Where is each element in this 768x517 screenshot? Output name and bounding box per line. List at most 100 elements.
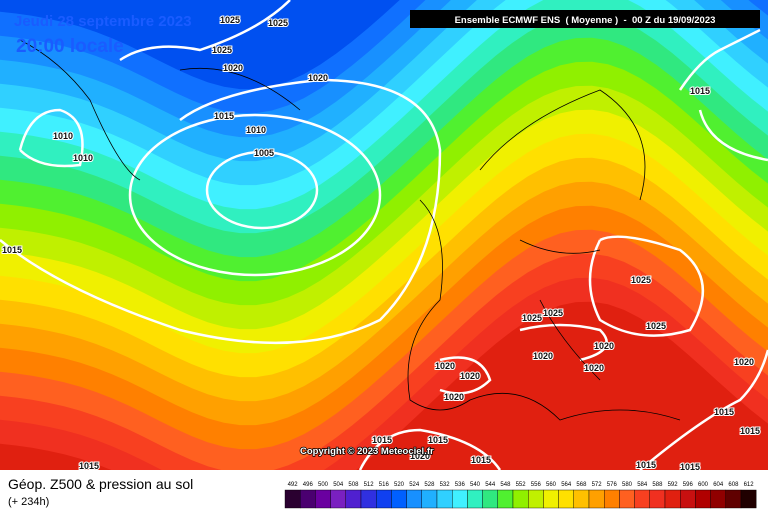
forecast-date: Jeudi 28 septembre 2023 — [14, 13, 192, 30]
scale-cell — [710, 489, 726, 509]
scale-cell — [421, 489, 438, 509]
isobar-label: 1025 — [543, 308, 563, 318]
isobar-label: 1010 — [73, 153, 93, 163]
coastlines — [19, 39, 681, 421]
scale-label: 532 — [440, 482, 451, 488]
scale-label: 560 — [546, 482, 557, 488]
scale-label: 508 — [348, 482, 359, 488]
scale-cell — [467, 489, 483, 509]
isobar-label: 1020 — [410, 451, 430, 461]
scale-label: 608 — [728, 482, 739, 488]
scale-cell — [452, 489, 468, 509]
scale-label: 536 — [455, 482, 466, 488]
scale-label: 576 — [607, 482, 618, 488]
isobar-label: 1010 — [53, 131, 73, 141]
scale-label: 596 — [683, 482, 694, 488]
copyright: Copyright © 2023 Meteociel.fr — [300, 446, 434, 457]
scale-cell — [588, 489, 605, 509]
scale-cell — [634, 489, 650, 509]
scale-cell — [725, 489, 742, 509]
legend-subtitle: (+ 234h) — [8, 496, 49, 508]
isobar-label: 1015 — [428, 435, 448, 445]
isobar-label: 1005 — [254, 148, 274, 158]
scale-cell — [619, 489, 635, 509]
scale-label: 564 — [561, 482, 572, 488]
isobar-label: 1020 — [460, 371, 480, 381]
scale-label: 504 — [333, 482, 344, 488]
scale-label: 592 — [668, 482, 679, 488]
scale-cell — [406, 489, 423, 509]
scale-cell — [543, 489, 559, 509]
isobar-label: 1025 — [268, 18, 288, 28]
scale-label: 584 — [637, 482, 648, 488]
scale-label: 548 — [500, 482, 511, 488]
scale-label: 588 — [652, 482, 663, 488]
isobar-label: 1015 — [690, 86, 710, 96]
isobar-label: 1015 — [471, 455, 491, 465]
scale-cell — [436, 489, 453, 509]
isobar-label: 1015 — [714, 407, 734, 417]
scale-label: 612 — [744, 482, 755, 488]
forecast-time: 20:00 locale — [16, 36, 124, 57]
scale-cell — [315, 489, 331, 509]
scale-cell — [391, 489, 407, 509]
isobar-label: 1020 — [308, 73, 328, 83]
isobar-label: 1020 — [533, 351, 553, 361]
band — [0, 301, 768, 517]
scale-label: 568 — [576, 482, 587, 488]
scale-cell — [284, 489, 301, 509]
isobar-label: 1020 — [444, 392, 464, 402]
model-banner — [410, 10, 760, 28]
scale-cell — [695, 489, 711, 509]
isobar-label: 1015 — [2, 245, 22, 255]
scale-label: 572 — [592, 482, 603, 488]
scale-label: 600 — [698, 482, 709, 488]
scale-label: 512 — [364, 482, 375, 488]
scale-cell — [740, 489, 757, 509]
scale-cell — [300, 489, 316, 509]
scale-cell — [680, 489, 696, 509]
scale-label: 604 — [713, 482, 724, 488]
scale-cell — [497, 489, 514, 509]
scale-label: 552 — [516, 482, 527, 488]
isobar-label: 1020 — [584, 363, 604, 373]
isobar-labels: 1025 1025 1025 1020 1020 1015 1010 1005 1010 1010… — [1, 14, 761, 473]
scale-cell — [512, 489, 529, 509]
scale-label: 544 — [485, 482, 496, 488]
scale-cell — [482, 489, 499, 509]
scale-label: 500 — [318, 482, 329, 488]
scale-label: 492 — [288, 482, 299, 488]
isobar-label: 1025 — [220, 15, 240, 25]
isobar-label: 1015 — [79, 461, 99, 471]
isobar-label: 1025 — [212, 45, 232, 55]
isobar-label: 1015 — [214, 111, 234, 121]
legend-title: Géop. Z500 & pression au sol — [8, 476, 193, 492]
color-scale: 492 496 500 504 508 512 516 520 524 528 532 536 540 5… — [284, 482, 757, 509]
model-info: Ensemble ECMWF ENS ( Moyenne ) - 00 Z du… — [455, 15, 716, 26]
scale-cell — [604, 489, 620, 509]
scale-label: 520 — [394, 482, 405, 488]
scale-cell — [345, 489, 362, 509]
scale-cell — [330, 489, 347, 509]
isobar-label: 1025 — [631, 275, 651, 285]
scale-label: 516 — [379, 482, 390, 488]
scale-cell — [376, 489, 392, 509]
isobars — [0, 0, 768, 395]
scale-label: 556 — [531, 482, 542, 488]
scale-label: 540 — [470, 482, 481, 488]
isobar-label: 1015 — [636, 460, 656, 470]
isobar-label: 1010 — [246, 125, 266, 135]
scale-cell — [528, 489, 544, 509]
isobar-label: 1015 — [372, 435, 392, 445]
scale-cell — [573, 489, 590, 509]
scale-label: 524 — [409, 482, 420, 488]
scale-label: 496 — [303, 482, 314, 488]
scale-label: 580 — [622, 482, 633, 488]
scale-cell — [649, 489, 666, 509]
isobar-label: 1015 — [740, 426, 760, 436]
isobar-label: 1025 — [646, 321, 666, 331]
scale-label: 528 — [424, 482, 435, 488]
scale-cell — [664, 489, 681, 509]
